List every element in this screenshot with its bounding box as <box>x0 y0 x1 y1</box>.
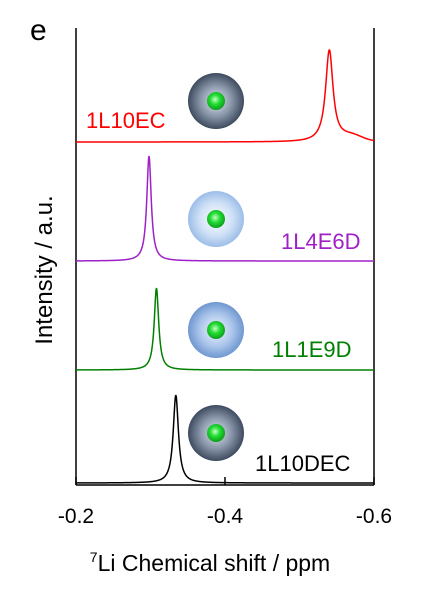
x-axis-label-superscript: 7 <box>90 549 98 565</box>
x-tick-label: -0.2 <box>58 505 94 528</box>
series-label-1L10EC: 1L10EC <box>86 108 166 133</box>
series-line-1L4E6D <box>76 155 374 262</box>
solvation-sphere-icon <box>188 405 244 461</box>
solvation-sphere-icon <box>188 73 244 129</box>
series-line-1L10EC <box>76 48 375 143</box>
x-tick-label: -0.6 <box>356 505 392 528</box>
x-axis-label-text: Li Chemical shift / ppm <box>98 550 331 576</box>
series-line-1L10DEC <box>76 394 374 484</box>
solvation-sphere-icon <box>188 302 244 358</box>
series-label-2: 1L4E6D <box>281 229 361 254</box>
y-axis-label: Intensity / a.u. <box>31 195 58 344</box>
panel-label: e <box>30 14 47 47</box>
series-line-1L1E9D <box>76 287 374 371</box>
x-tick-label: -0.4 <box>207 505 244 528</box>
series-label-1L10DEC: 1L10DEC <box>255 451 351 476</box>
x-axis-label: 7Li Chemical shift / ppm <box>90 549 330 576</box>
series-label-1L1E9D: 1L1E9D <box>272 337 352 362</box>
solvation-sphere-icon <box>188 191 244 247</box>
